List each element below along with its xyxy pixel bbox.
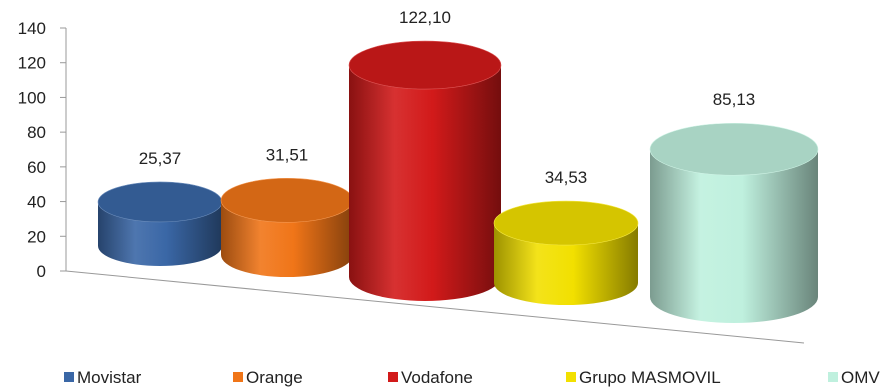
bar-orange xyxy=(220,178,354,277)
legend-label-orange: Orange xyxy=(246,368,303,387)
bar-omv xyxy=(649,122,819,323)
legend-swatch-grupo-masmovil xyxy=(566,372,576,382)
legend-item-movistar: Movistar xyxy=(64,368,142,387)
data-label-grupo-masmovil: 34,53 xyxy=(545,168,588,187)
legend-label-movistar: Movistar xyxy=(77,368,142,387)
data-label-movistar: 25,37 xyxy=(139,149,182,168)
y-axis-ticks: 0 20 40 60 80 100 120 140 xyxy=(18,19,66,281)
legend-swatch-orange xyxy=(233,372,243,382)
y-tick-label: 0 xyxy=(37,262,46,281)
legend: Movistar Orange Vodafone Grupo MASMOVIL OMV xyxy=(64,368,880,387)
bar-top-grupo-masmovil xyxy=(493,200,639,246)
legend-label-vodafone: Vodafone xyxy=(401,368,473,387)
legend-item-grupo-masmovil: Grupo MASMOVIL xyxy=(566,368,721,387)
y-tick-label: 40 xyxy=(27,193,46,212)
bar-body-movistar xyxy=(98,201,222,266)
legend-item-omv: OMV xyxy=(828,368,880,387)
x-axis-line xyxy=(65,270,805,344)
bar-movistar xyxy=(97,181,223,266)
bar-grupo-masmovil xyxy=(493,200,639,305)
bar-top-movistar xyxy=(97,181,223,223)
data-label-omv: 85,13 xyxy=(713,90,756,109)
y-tick-label: 140 xyxy=(18,19,46,38)
bar-top-vodafone xyxy=(348,40,502,90)
legend-label-omv: OMV xyxy=(841,368,880,387)
y-tick-label: 100 xyxy=(18,88,46,107)
y-tick-label: 60 xyxy=(27,158,46,177)
data-label-vodafone: 122,10 xyxy=(399,8,451,27)
legend-swatch-omv xyxy=(828,372,838,382)
bar-body-grupo-masmovil xyxy=(494,223,638,305)
bar-top-omv xyxy=(649,122,819,176)
data-label-orange: 31,51 xyxy=(266,145,309,164)
legend-swatch-movistar xyxy=(64,372,74,382)
bar-body-omv xyxy=(650,149,818,323)
bar-body-vodafone xyxy=(349,65,501,302)
chart-axes xyxy=(65,28,805,344)
bars xyxy=(97,40,819,323)
legend-label-grupo-masmovil: Grupo MASMOVIL xyxy=(579,368,721,387)
legend-item-orange: Orange xyxy=(233,368,303,387)
y-tick-label: 80 xyxy=(27,123,46,142)
bar-top-orange xyxy=(220,178,354,223)
bar-vodafone xyxy=(348,40,502,302)
y-tick-label: 120 xyxy=(18,54,46,73)
data-labels: 25,37 31,51 122,10 34,53 85,13 xyxy=(139,8,756,187)
legend-item-vodafone: Vodafone xyxy=(388,368,473,387)
y-tick-label: 20 xyxy=(27,227,46,246)
legend-swatch-vodafone xyxy=(388,372,398,382)
